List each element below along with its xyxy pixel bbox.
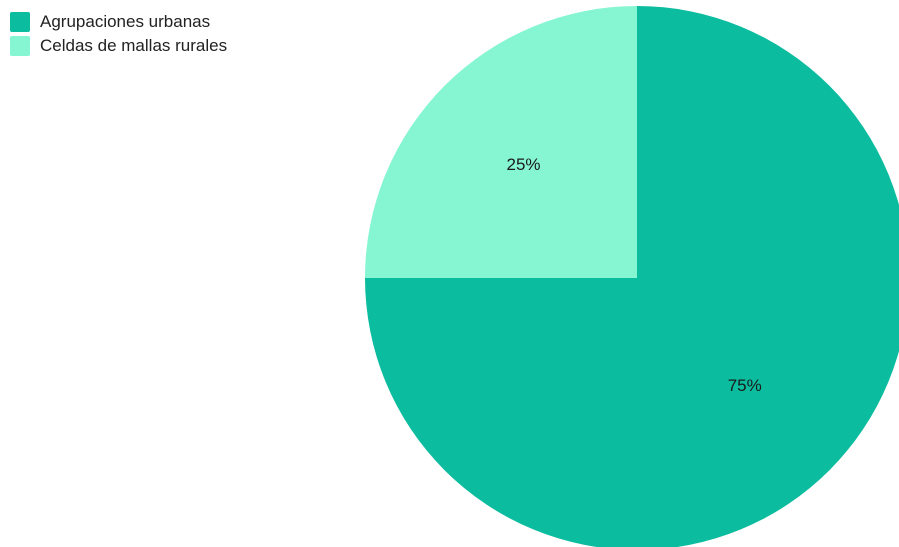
chart-legend: Agrupaciones urbanas Celdas de mallas ru…	[10, 10, 227, 58]
legend-swatch	[10, 36, 30, 56]
legend-label: Celdas de mallas rurales	[40, 36, 228, 55]
legend-swatch	[10, 12, 30, 32]
pie-slice-agrupaciones-urbanas	[365, 6, 899, 547]
slice-value-label: 25%	[507, 155, 541, 174]
pie-slices	[365, 6, 899, 547]
slice-value-label: 75%	[728, 376, 762, 395]
pie-labels: 75% 25%	[507, 155, 762, 395]
pie-slice-celdas-de-mallas-rurales	[365, 6, 637, 278]
legend-item-celdas-de-mallas-rurales: Celdas de mallas rurales	[10, 34, 227, 58]
legend-label: Agrupaciones urbanas	[40, 12, 211, 31]
legend-item-agrupaciones-urbanas: Agrupaciones urbanas	[10, 10, 227, 34]
